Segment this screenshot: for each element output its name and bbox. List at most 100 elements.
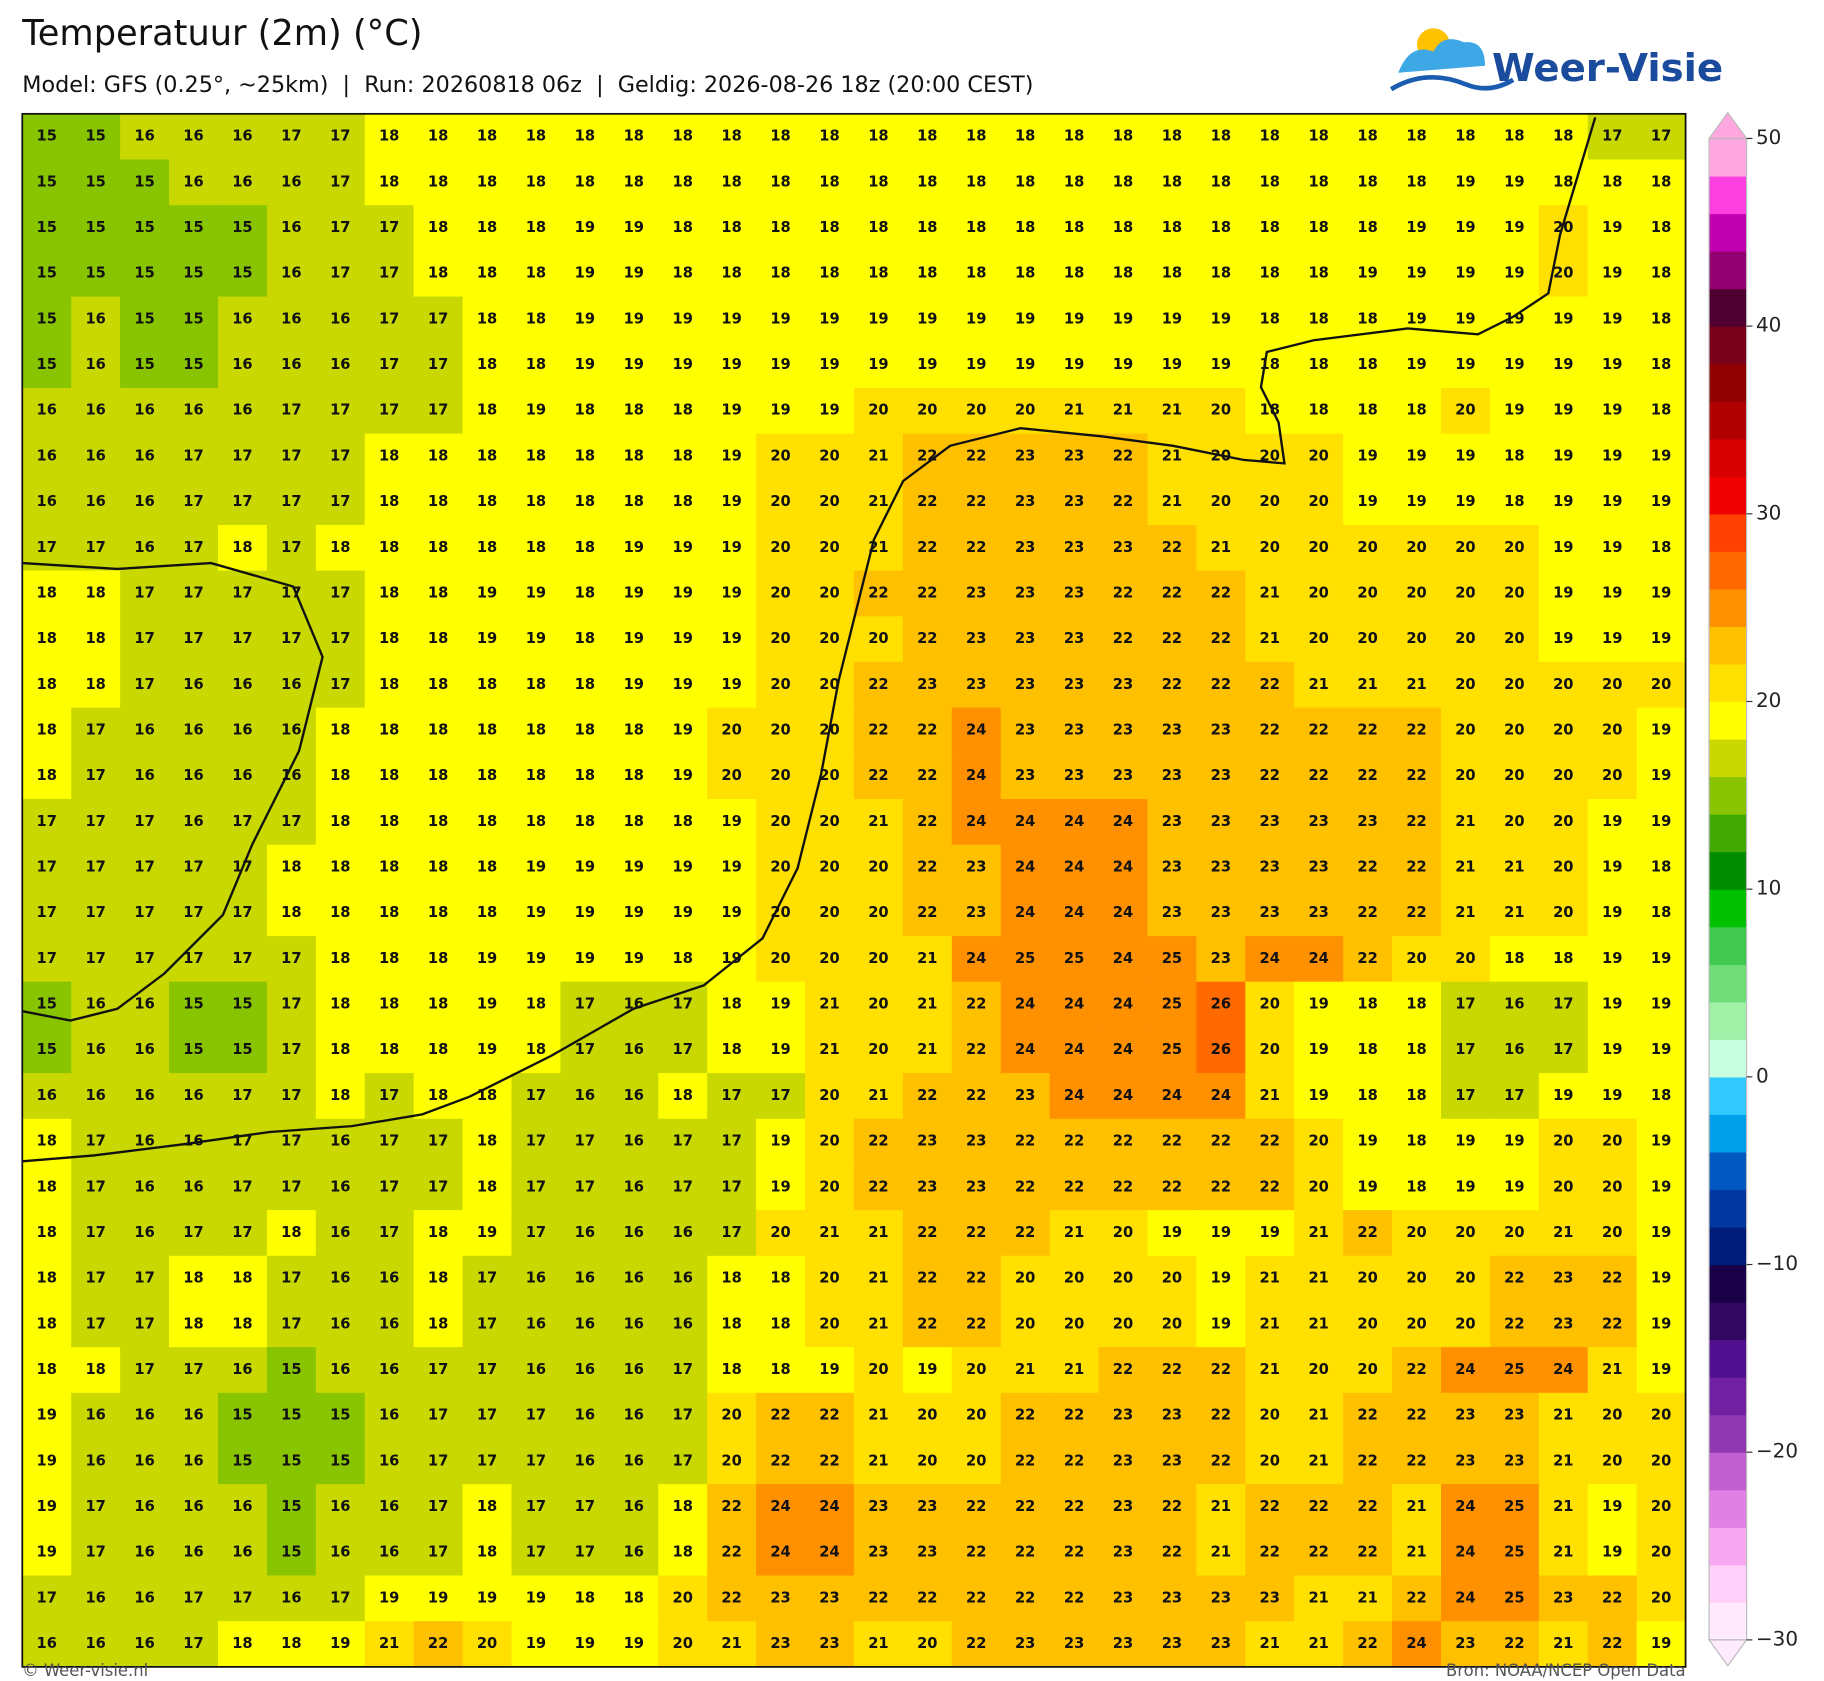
temperature-cell <box>658 1118 708 1166</box>
temperature-label: 19 <box>1651 1133 1671 1150</box>
temperature-label: 16 <box>85 402 105 419</box>
map-frame <box>21 112 1687 1668</box>
temperature-cell <box>560 205 611 252</box>
temperature-cell <box>1245 844 1295 892</box>
temperature-label: 16 <box>330 1133 350 1150</box>
temperature-cell <box>1098 387 1149 435</box>
temperature-cell <box>217 1392 268 1440</box>
temperature-cell <box>71 570 121 617</box>
temperature-cell <box>707 981 757 1029</box>
temperature-cell <box>266 1118 317 1166</box>
temperature-label: 18 <box>379 493 399 510</box>
logo: Weer-Visie <box>1389 28 1723 92</box>
temperature-label: 18 <box>1015 128 1035 145</box>
temperature-cell <box>315 1255 366 1303</box>
temperature-label: 19 <box>1651 630 1671 647</box>
temperature-cell <box>1538 890 1589 937</box>
temperature-label: 22 <box>868 721 888 738</box>
temperature-cell <box>1538 524 1589 572</box>
temperature-label: 17 <box>232 630 252 647</box>
temperature-label: 20 <box>1406 1270 1426 1287</box>
temperature-label: 24 <box>1406 1635 1426 1652</box>
temperature-label: 18 <box>1406 1133 1426 1150</box>
temperature-label: 20 <box>1504 630 1524 647</box>
temperature-label: 21 <box>819 1224 839 1241</box>
temperature-cell <box>1343 1210 1393 1257</box>
temperature-cell <box>169 616 219 663</box>
temperature-label: 17 <box>281 996 301 1013</box>
temperature-cell <box>1294 753 1344 800</box>
temperature-label: 18 <box>330 813 350 830</box>
temperature-cell <box>1343 570 1393 617</box>
temperature-cell <box>1538 798 1589 846</box>
temperature-label: 20 <box>917 1407 937 1424</box>
temperature-cell <box>1343 1438 1393 1485</box>
temperature-label: 20 <box>770 904 790 921</box>
temperature-label: 17 <box>85 1270 105 1287</box>
temperature-cell <box>266 844 317 892</box>
temperature-label: 18 <box>477 1178 497 1195</box>
temperature-cell <box>560 1255 611 1303</box>
temperature-label: 16 <box>85 310 105 327</box>
temperature-label: 16 <box>673 1270 693 1287</box>
temperature-cell <box>560 342 611 389</box>
temperature-cell <box>1098 1210 1149 1257</box>
temperature-cell <box>1587 1255 1638 1303</box>
temperature-cell <box>1440 1073 1491 1120</box>
temperature-cell <box>1440 890 1491 937</box>
temperature-cell <box>951 798 1002 846</box>
temperature-label: 17 <box>85 1178 105 1195</box>
temperature-cell <box>1440 479 1491 526</box>
temperature-cell <box>1294 296 1344 343</box>
temperature-cell <box>658 342 708 389</box>
temperature-label: 19 <box>1651 721 1671 738</box>
temperature-label: 17 <box>134 813 154 830</box>
temperature-cell <box>1587 844 1638 892</box>
temperature-cell <box>902 1073 953 1120</box>
temperature-label: 17 <box>428 1544 448 1561</box>
colorbar-extend-top <box>1707 111 1748 140</box>
temperature-cell <box>1098 205 1149 252</box>
temperature-cell <box>1489 524 1540 572</box>
temperature-label: 17 <box>330 630 350 647</box>
temperature-cell <box>217 342 268 389</box>
temperature-cell <box>364 1484 415 1531</box>
temperature-cell <box>1098 753 1149 800</box>
temperature-label: 22 <box>1015 1452 1035 1469</box>
temperature-cell <box>22 1027 72 1074</box>
temperature-label: 19 <box>1602 402 1622 419</box>
temperature-label: 18 <box>1651 904 1671 921</box>
temperature-cell <box>805 890 855 937</box>
temperature-cell <box>217 1621 268 1668</box>
temperature-cell <box>413 936 464 983</box>
temperature-label: 18 <box>37 1133 57 1150</box>
temperature-cell <box>315 844 366 892</box>
temperature-cell <box>1196 1118 1247 1166</box>
temperature-label: 17 <box>37 950 57 967</box>
temperature-label: 18 <box>673 128 693 145</box>
temperature-cell <box>1245 1484 1295 1531</box>
temperature-cell <box>853 1301 904 1348</box>
temperature-cell <box>71 936 121 983</box>
colorbar-tick-label: −30 <box>1756 1626 1798 1650</box>
temperature-cell <box>756 1255 806 1303</box>
temperature-label: 18 <box>37 676 57 693</box>
temperature-label: 16 <box>85 1087 105 1104</box>
temperature-cell <box>413 1255 464 1303</box>
temperature-label: 18 <box>477 1133 497 1150</box>
temperature-cell <box>951 890 1002 937</box>
temperature-label: 19 <box>1406 447 1426 464</box>
temperature-label: 18 <box>819 173 839 190</box>
temperature-label: 17 <box>428 1452 448 1469</box>
temperature-label: 18 <box>428 721 448 738</box>
temperature-cell <box>1196 433 1247 480</box>
colorbar-segment <box>1709 814 1747 853</box>
coastline <box>22 561 324 1022</box>
temperature-cell <box>22 1073 72 1120</box>
temperature-cell <box>1489 570 1540 617</box>
temperature-label: 19 <box>526 950 546 967</box>
temperature-label: 18 <box>428 859 448 876</box>
temperature-cell <box>364 1347 415 1394</box>
temperature-label: 17 <box>770 1087 790 1104</box>
temperature-cell <box>853 1027 904 1074</box>
